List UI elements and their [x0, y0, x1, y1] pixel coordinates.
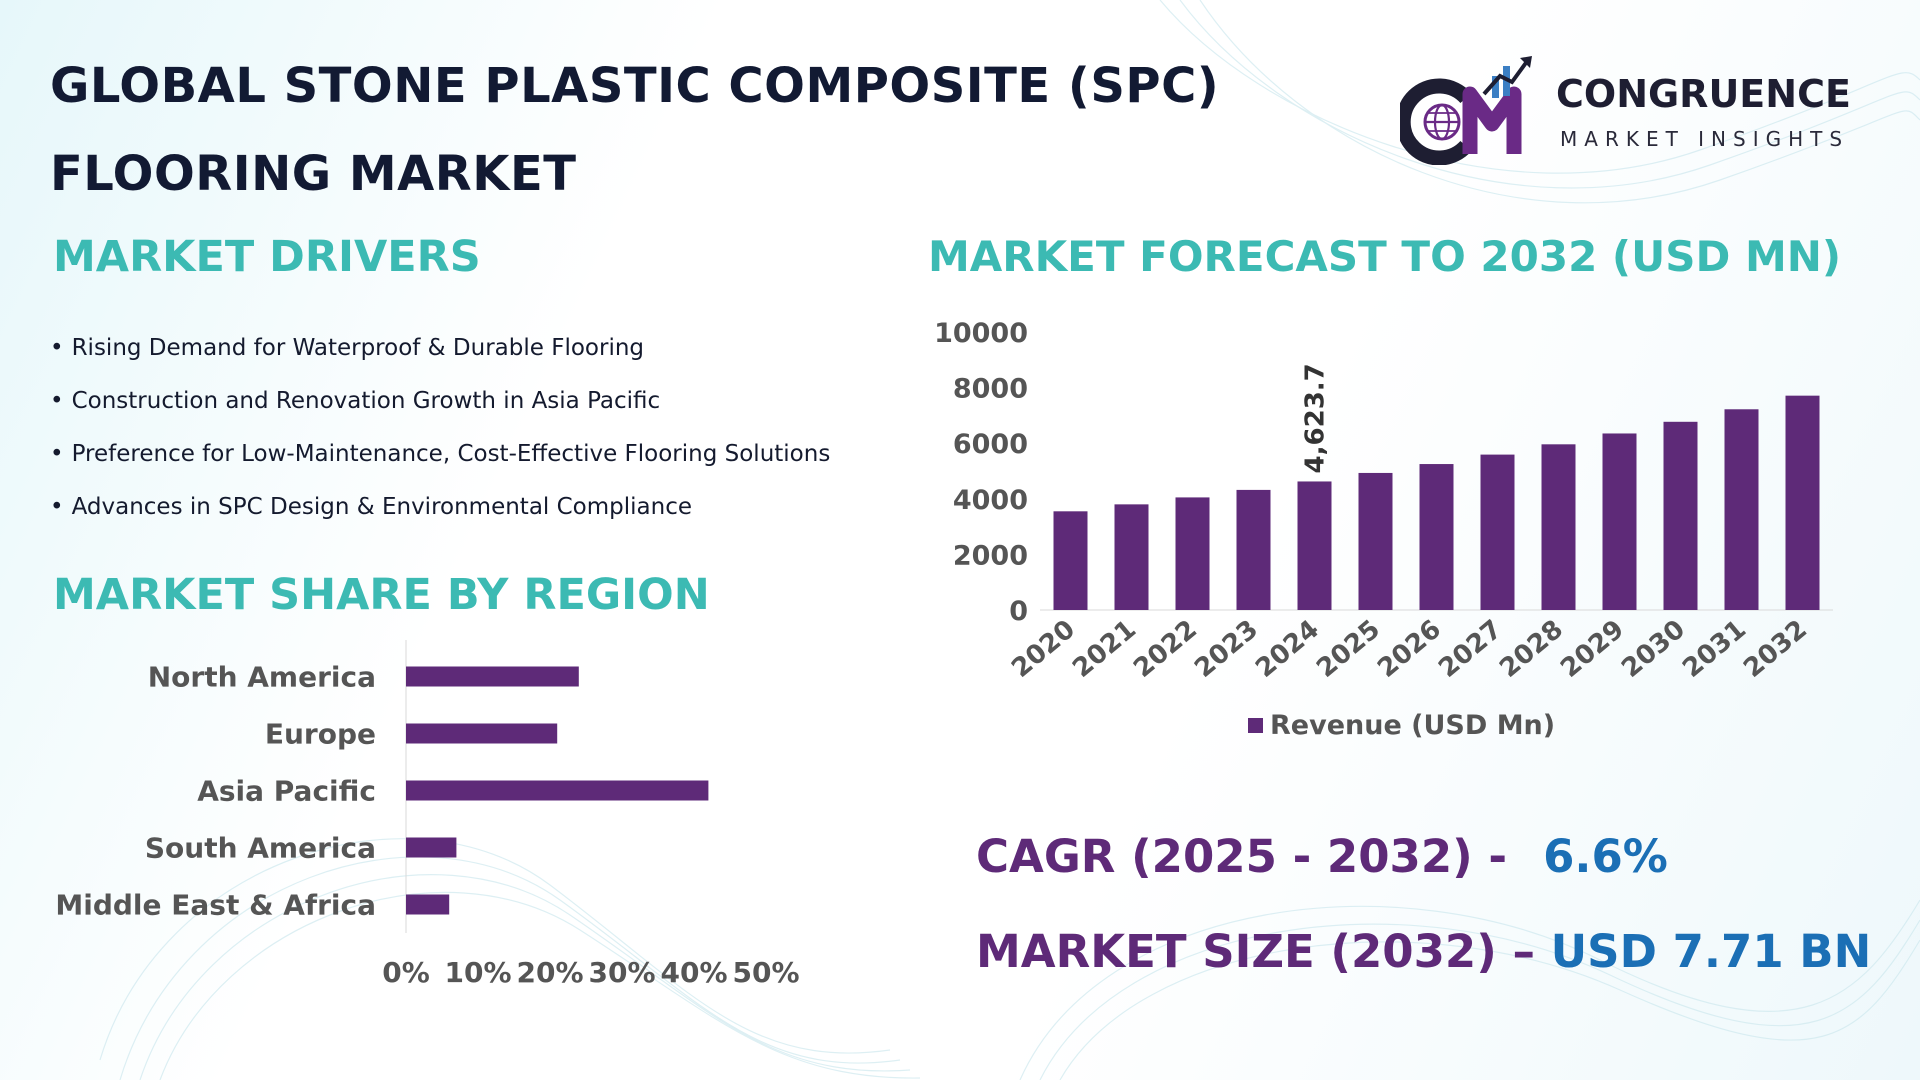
- market-size-label: MARKET SIZE (2032) –: [976, 925, 1535, 978]
- x-tick-label: 2031: [1677, 614, 1752, 684]
- cagr-value: 6.6%: [1543, 830, 1668, 883]
- legend-label: Revenue (USD Mn): [1270, 710, 1555, 741]
- region-bar: [406, 666, 579, 687]
- x-tick-label: 20%: [516, 956, 583, 989]
- region-label: South America: [145, 832, 376, 865]
- cagr-label: CAGR (2025 - 2032) -: [976, 830, 1508, 883]
- brand-name: CONGRUENCE: [1556, 72, 1851, 116]
- region-label: Europe: [265, 718, 376, 751]
- forecast-bar: [1297, 481, 1332, 610]
- forecast-chart: 0200040006000800010000202020212022202320…: [934, 318, 1833, 741]
- x-tick-label: 2032: [1738, 614, 1813, 684]
- y-tick-label: 2000: [953, 540, 1028, 571]
- region-bar: [406, 894, 450, 915]
- y-tick-label: 8000: [953, 374, 1028, 405]
- x-tick-label: 2023: [1189, 614, 1264, 684]
- data-label: 4,623.7: [1301, 363, 1331, 473]
- x-tick-label: 2025: [1311, 614, 1386, 684]
- forecast-bar: [1114, 504, 1149, 610]
- cagr-kpi: CAGR (2025 - 2032) - 6.6%: [976, 830, 1668, 883]
- y-tick-label: 10000: [934, 318, 1028, 349]
- region-share-heading: MARKET SHARE BY REGION: [53, 570, 710, 620]
- driver-text: Rising Demand for Waterproof & Durable F…: [71, 335, 645, 361]
- driver-text: Construction and Renovation Growth in As…: [71, 388, 661, 414]
- driver-item: • Rising Demand for Waterproof & Durable …: [50, 335, 645, 361]
- x-tick-label: 2028: [1494, 614, 1569, 684]
- forecast-bar: [1175, 497, 1210, 610]
- brand-tagline: MARKET INSIGHTS: [1560, 127, 1850, 151]
- driver-text: Preference for Low-Maintenance, Cost-Eff…: [71, 441, 831, 467]
- market-size-value: USD 7.71 BN: [1550, 925, 1872, 978]
- region-bar: [406, 780, 709, 801]
- x-tick-label: 2027: [1433, 614, 1508, 684]
- region-label: North America: [148, 661, 376, 694]
- company-logo: CONGRUENCE MARKET INSIGHTS: [1400, 50, 1880, 165]
- forecast-bar: [1236, 489, 1271, 610]
- x-tick-label: 2030: [1616, 614, 1691, 684]
- drivers-list: • Rising Demand for Waterproof & Durable …: [50, 325, 930, 537]
- driver-item: • Construction and Renovation Growth in A…: [50, 388, 661, 414]
- region-label: Middle East & Africa: [55, 889, 376, 922]
- forecast-bar: [1419, 464, 1454, 610]
- y-tick-label: 0: [1009, 596, 1028, 627]
- forecast-bar: [1785, 395, 1820, 610]
- region-label: Asia Pacific: [197, 775, 376, 808]
- x-tick-label: 2029: [1555, 614, 1630, 684]
- forecast-heading: MARKET FORECAST TO 2032 (USD MN): [928, 232, 1842, 281]
- x-tick-label: 2026: [1372, 614, 1447, 684]
- forecast-bar: [1541, 444, 1576, 610]
- forecast-bar: [1053, 511, 1088, 610]
- congruence-logo-icon: [1400, 56, 1532, 165]
- x-tick-label: 50%: [732, 956, 799, 989]
- driver-text: Advances in SPC Design & Environmental C…: [71, 494, 693, 520]
- x-tick-label: 0%: [382, 956, 430, 989]
- legend-swatch: [1248, 718, 1263, 733]
- market-size-kpi: MARKET SIZE (2032) – USD 7.71 BN: [976, 925, 1871, 978]
- region-bar: [406, 837, 457, 858]
- region-share-chart: North America Europe Asia Pacific South Ame…: [55, 640, 800, 989]
- x-tick-label: 30%: [588, 956, 655, 989]
- forecast-bar: [1480, 454, 1515, 610]
- market-drivers-heading: MARKET DRIVERS: [53, 232, 481, 282]
- region-bar: [406, 723, 558, 744]
- driver-item: • Advances in SPC Design & Environmental …: [50, 494, 693, 520]
- driver-item: • Preference for Low-Maintenance, Cost-Ef…: [50, 441, 831, 467]
- x-tick-label: 2022: [1128, 614, 1203, 684]
- page-title: GLOBAL STONE PLASTIC COMPOSITE (SPC) FLO…: [50, 58, 1220, 202]
- forecast-bar: [1358, 472, 1393, 610]
- forecast-bar: [1663, 421, 1698, 610]
- forecast-bar: [1724, 409, 1759, 610]
- x-tick-label: 10%: [444, 956, 511, 989]
- x-tick-label: 40%: [660, 956, 727, 989]
- y-tick-label: 6000: [953, 429, 1028, 460]
- x-tick-label: 2024: [1250, 614, 1325, 684]
- x-tick-label: 2021: [1067, 614, 1142, 684]
- forecast-bar: [1602, 433, 1637, 610]
- y-tick-label: 4000: [953, 485, 1028, 516]
